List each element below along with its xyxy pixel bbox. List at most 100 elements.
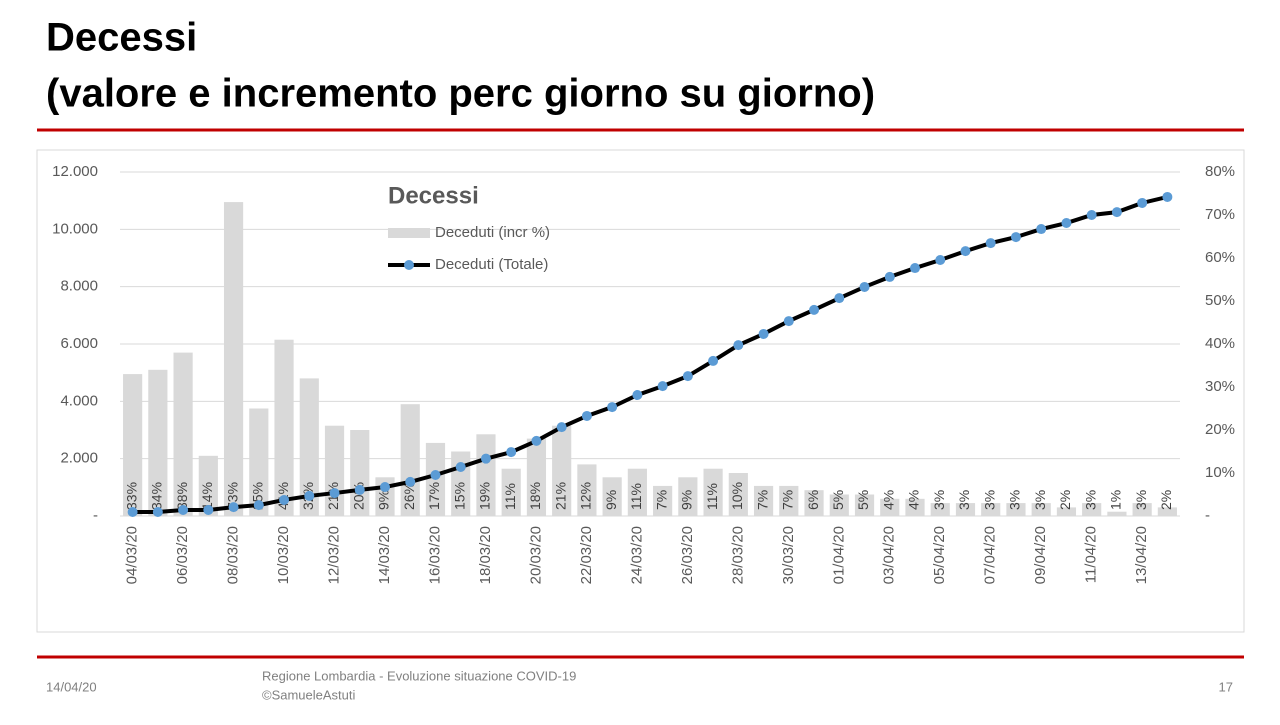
marker xyxy=(203,504,214,515)
marker xyxy=(985,238,996,249)
x-tick-label: 10/03/20 xyxy=(275,526,292,584)
marker xyxy=(556,422,567,433)
data-label: 4% xyxy=(880,490,896,510)
bar xyxy=(1107,511,1127,516)
y-tick-label: 4.000 xyxy=(60,392,98,409)
x-tick-label: 07/04/20 xyxy=(982,526,999,584)
marker xyxy=(834,293,845,304)
data-label: 3% xyxy=(1007,490,1023,510)
data-label: 17% xyxy=(426,482,442,510)
data-label: 4% xyxy=(906,490,922,510)
data-label: 3% xyxy=(1032,490,1048,510)
plot: - 2.000 4.000 6.000 8.000 10.000 12.000 - 10% 20%… xyxy=(52,163,1235,584)
data-label: 9% xyxy=(376,490,392,510)
x-tick-label: 26/03/20 xyxy=(679,526,696,584)
marker xyxy=(279,494,290,505)
bar xyxy=(627,468,647,516)
data-label: 9% xyxy=(603,490,619,510)
bar xyxy=(753,485,774,516)
bar xyxy=(476,434,496,516)
bar xyxy=(854,494,875,516)
y2-tick-label: 40% xyxy=(1205,335,1235,352)
marker xyxy=(884,271,895,282)
footer-author: ©SamueleAstuti xyxy=(262,687,356,702)
bar xyxy=(249,408,269,516)
data-label: 3% xyxy=(981,490,997,510)
data-label: 11% xyxy=(502,483,518,510)
bar xyxy=(400,404,420,516)
bar xyxy=(173,352,193,516)
x-tick-label: 05/04/20 xyxy=(931,526,948,584)
marker xyxy=(1036,224,1047,235)
marker xyxy=(329,488,340,499)
marker xyxy=(152,506,163,517)
x-tick-label: 09/04/20 xyxy=(1032,526,1049,584)
legend-swatch xyxy=(388,228,430,238)
marker xyxy=(758,328,769,339)
y-tick-label: - xyxy=(93,507,98,524)
x-tick-label: 18/03/20 xyxy=(477,526,494,584)
x-tick-label: 14/03/20 xyxy=(376,526,393,584)
x-tick-label: 04/03/20 xyxy=(124,526,141,584)
marker xyxy=(253,500,264,511)
bar xyxy=(703,468,723,516)
bar xyxy=(779,485,799,516)
marker xyxy=(430,470,441,481)
data-label: 21% xyxy=(552,482,568,510)
data-label: 2% xyxy=(1158,490,1174,510)
data-label: 38% xyxy=(174,482,190,510)
marker xyxy=(1137,197,1148,208)
bar xyxy=(880,498,900,516)
data-label: 10% xyxy=(729,482,745,510)
marker xyxy=(581,410,592,421)
x-tick-label: 16/03/20 xyxy=(426,526,443,584)
x-tick-label: 12/03/20 xyxy=(325,526,342,584)
bar xyxy=(981,503,1001,516)
marker xyxy=(809,304,820,315)
slide-subtitle: (valore e incremento perc giorno su gior… xyxy=(46,72,875,116)
x-tick-label: 20/03/20 xyxy=(527,526,544,584)
y-tick-label: 8.000 xyxy=(60,278,98,295)
marker xyxy=(657,381,668,392)
marker xyxy=(354,484,365,495)
data-label: 3% xyxy=(931,490,947,510)
marker xyxy=(783,316,794,327)
marker xyxy=(506,447,517,458)
marker xyxy=(607,402,618,413)
marker xyxy=(960,246,971,257)
y2-tick-label: 20% xyxy=(1205,421,1235,438)
bar xyxy=(198,455,218,516)
footer-date: 14/04/20 xyxy=(46,679,97,694)
data-label: 18% xyxy=(527,482,543,510)
bar xyxy=(577,464,597,516)
data-label: 5% xyxy=(855,490,871,510)
marker xyxy=(935,255,946,266)
bar xyxy=(552,425,572,516)
marker xyxy=(531,435,542,446)
x-tick-label: 30/03/20 xyxy=(780,526,797,584)
marker xyxy=(304,490,315,501)
data-label: 14% xyxy=(199,482,215,510)
data-label: 1% xyxy=(1108,490,1124,510)
bar xyxy=(274,339,294,516)
bar xyxy=(829,494,849,516)
marker xyxy=(480,453,491,464)
y-tick-label: 10.000 xyxy=(52,220,98,237)
y2-tick-label: 50% xyxy=(1205,292,1235,309)
y2-tick-label: 60% xyxy=(1205,249,1235,266)
marker xyxy=(380,482,390,493)
bar xyxy=(148,369,168,516)
x-tick-label: 08/03/20 xyxy=(225,526,242,584)
bar xyxy=(1056,507,1077,516)
bar xyxy=(804,490,824,516)
bar xyxy=(501,468,521,516)
marker xyxy=(859,281,870,292)
x-tick-label: 01/04/20 xyxy=(830,526,847,584)
y2-tick-label: 70% xyxy=(1205,206,1235,223)
data-label: 3% xyxy=(1133,490,1149,510)
bar xyxy=(123,374,143,516)
marker xyxy=(632,390,643,401)
bar xyxy=(930,503,950,516)
marker xyxy=(1086,210,1097,220)
